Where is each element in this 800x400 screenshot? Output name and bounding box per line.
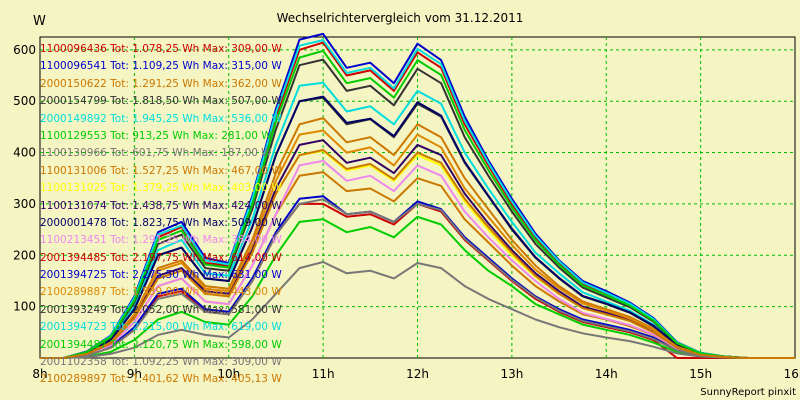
series-line [40, 95, 795, 359]
x-tick-label: 12h [406, 367, 429, 381]
series-line [40, 261, 795, 359]
y-tick-label: 500 [13, 94, 36, 108]
legend-item: 2001394487 Tot: 2.120,75 Wh Max: 598,00 … [40, 338, 282, 351]
legend-item: 1100131006 Tot: 1.527,25 Wh Max: 467,00 … [40, 164, 282, 177]
legend-item: 2000001478 Tot: 1.823,75 Wh Max: 509,00 … [40, 216, 282, 229]
legend-item: 1100131074 Tot: 1.438,75 Wh Max: 424,00 … [40, 199, 282, 212]
y-tick-label: 600 [13, 43, 36, 57]
legend-item: 1100131025 Tot: 1.379,25 Wh Max: 403,00 … [40, 182, 282, 195]
legend-item: 2001394723 Tot: 2.215,00 Wh Max: 619,00 … [40, 321, 282, 334]
y-tick-label: 400 [13, 146, 36, 160]
x-tick-label: 16h [784, 367, 800, 381]
legend-item: 2000150622 Tot: 1.291,25 Wh Max: 362,00 … [40, 77, 282, 90]
legend-item: 2001394485 Tot: 2.197,75 Wh Max: 614,00 … [40, 251, 282, 264]
legend-item: 2001102358 Tot: 1.092,25 Wh Max: 309,00 … [40, 356, 282, 369]
legend-item: 1100213451 Tot: 1.291,25 Wh Max: 384,00 … [40, 234, 282, 247]
legend-item: 1100129553 Tot: 913,25 Wh Max: 281,00 W [40, 129, 272, 142]
x-tick-label: 14h [595, 367, 618, 381]
legend-item: 2100289897 Tot: 1.401,62 Wh Max: 405,13 … [40, 373, 282, 386]
y-tick-label: 100 [13, 300, 36, 314]
x-tick-label: 13h [500, 367, 523, 381]
x-tick-label: 10h [217, 367, 240, 381]
legend: 1100096436 Tot: 1.078,25 Wh Max: 309,00 … [40, 41, 400, 389]
x-tick-label: 11h [312, 367, 335, 381]
legend-item: 1100096541 Tot: 1.109,25 Wh Max: 315,00 … [40, 60, 282, 73]
series-line [40, 215, 795, 359]
footer-credit: SunnyReport pinxit [700, 387, 796, 398]
legend-item: 2001394725 Tot: 2.275,50 Wh Max: 631,00 … [40, 269, 282, 282]
legend-item: 2000154799 Tot: 1.818,50 Wh Max: 507,00 … [40, 95, 282, 108]
legend-item: 2000149892 Tot: 1.945,25 Wh Max: 536,00 … [40, 112, 282, 125]
y-axis-unit: W [33, 14, 46, 29]
legend-item: 1100096436 Tot: 1.078,25 Wh Max: 309,00 … [40, 43, 282, 55]
legend-item: 1100130966 Tot: 601,75 Wh Max: 187,00 W [40, 147, 272, 160]
series-line [40, 149, 795, 359]
x-tick-label: 9h [127, 367, 142, 381]
y-tick-label: 300 [13, 197, 36, 211]
series-line [40, 129, 795, 359]
y-tick-label: 200 [13, 248, 36, 262]
chart-title: Wechselrichtervergleich vom 31.12.2011 [276, 11, 524, 25]
series-line [40, 49, 795, 359]
x-tick-label: 8h [32, 367, 47, 381]
series-line [40, 198, 795, 359]
x-tick-label: 15h [689, 367, 712, 381]
legend-item: 2100289887 Tot: 1.539,00 Wh Max: 443,00 … [40, 286, 282, 299]
legend-item: 2001393249 Tot: 2.052,00 Wh Max: 581,00 … [40, 303, 282, 316]
